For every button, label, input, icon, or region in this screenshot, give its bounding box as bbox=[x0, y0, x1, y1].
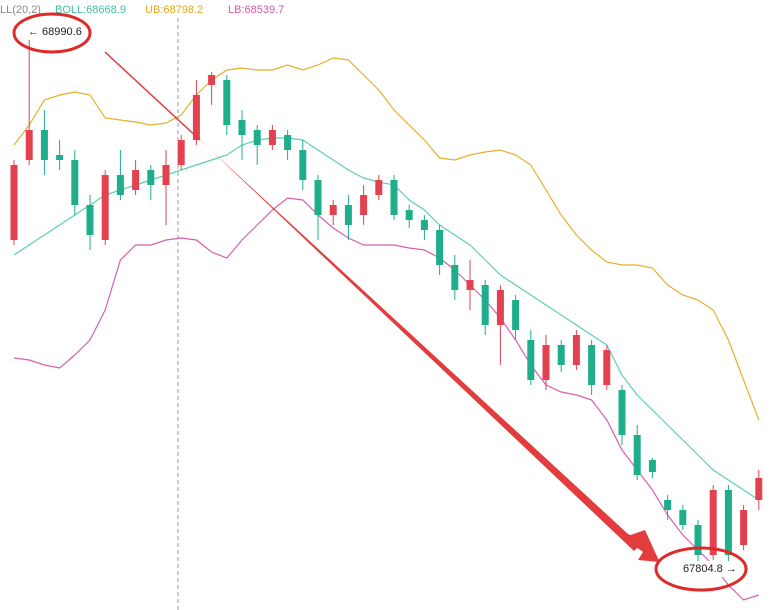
candle-body bbox=[375, 180, 383, 195]
candle-body bbox=[466, 280, 474, 290]
candle-body bbox=[40, 130, 48, 160]
candle-body bbox=[253, 130, 261, 145]
candle-body bbox=[10, 165, 18, 240]
label-bg bbox=[24, 24, 88, 40]
candle-body bbox=[116, 175, 124, 195]
legend-entry: LL(20,2) bbox=[0, 4, 41, 16]
candle-body bbox=[420, 220, 428, 230]
trend-arrow-shaft bbox=[198, 138, 640, 551]
trend-arrow-head-fill bbox=[622, 530, 660, 563]
trend-arrow-start bbox=[104, 51, 201, 141]
candle-body bbox=[451, 265, 459, 290]
candle-body bbox=[633, 435, 641, 475]
candle-body bbox=[86, 205, 94, 235]
candle-body bbox=[299, 150, 307, 180]
candle-body bbox=[132, 170, 140, 190]
candle-body bbox=[329, 205, 337, 215]
candle-body bbox=[740, 510, 748, 545]
candle-body bbox=[268, 130, 276, 145]
candle-body bbox=[527, 340, 535, 380]
candle-body bbox=[56, 155, 64, 160]
candle-body bbox=[192, 95, 200, 140]
candle-body bbox=[284, 135, 292, 150]
candles bbox=[10, 30, 763, 570]
candle-body bbox=[694, 525, 702, 555]
legend-entry: LB:68539.7 bbox=[228, 4, 284, 16]
candle-body bbox=[648, 460, 656, 472]
candle-body bbox=[208, 75, 216, 85]
candle-body bbox=[709, 490, 717, 555]
candle-body bbox=[344, 205, 352, 225]
label-bg bbox=[679, 561, 741, 577]
min-label: 67804.8 → bbox=[683, 563, 737, 575]
candle-body bbox=[223, 80, 231, 125]
candle-body bbox=[162, 165, 170, 185]
band-line bbox=[13, 57, 760, 421]
highlight-circle bbox=[654, 546, 748, 592]
candle-body bbox=[496, 290, 504, 325]
highlight-circle bbox=[12, 12, 92, 54]
max-label: ← 68990.6 bbox=[28, 26, 82, 38]
candle-body bbox=[390, 180, 398, 215]
candle-body bbox=[360, 195, 368, 215]
candle-body bbox=[314, 180, 322, 215]
candle-body bbox=[405, 210, 413, 220]
candle-body bbox=[755, 478, 763, 500]
candle-body bbox=[603, 350, 611, 385]
candle-body bbox=[724, 490, 732, 555]
candle-body bbox=[481, 285, 489, 325]
legend-entry: BOLL:68668.9 bbox=[55, 4, 126, 16]
candle-body bbox=[436, 230, 444, 265]
candle-body bbox=[679, 510, 687, 525]
legend-entry: UB:68798.2 bbox=[145, 4, 203, 16]
candle-body bbox=[572, 335, 580, 365]
candle-body bbox=[557, 345, 565, 365]
candle-body bbox=[664, 500, 672, 510]
candle-body bbox=[512, 300, 520, 330]
candle-body bbox=[238, 120, 246, 135]
candle-body bbox=[588, 345, 596, 385]
candle-body bbox=[618, 390, 626, 435]
candle-body bbox=[542, 345, 550, 380]
candle-body bbox=[177, 140, 185, 165]
candle-body bbox=[147, 170, 155, 185]
candle-body bbox=[101, 175, 109, 240]
candle-body bbox=[25, 130, 33, 160]
legend: LL(20,2) BOLL:68668.9 UB:68798.2 LB:68539.7 bbox=[0, 4, 284, 16]
candle-body bbox=[71, 160, 79, 205]
